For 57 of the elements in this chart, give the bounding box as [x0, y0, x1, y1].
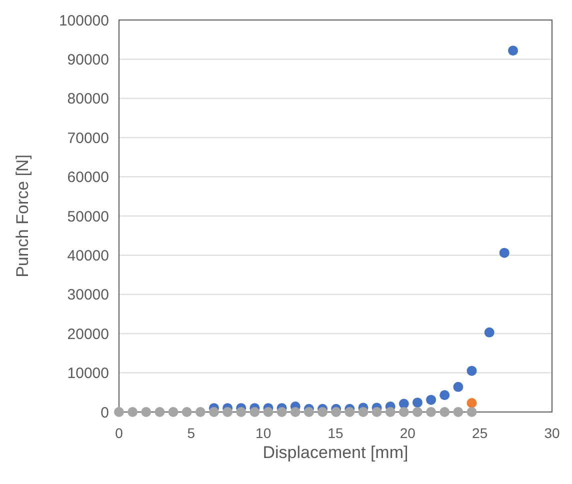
- point: [398, 407, 409, 417]
- x-tick-label: 10: [256, 425, 272, 441]
- point: [508, 46, 518, 56]
- point: [128, 407, 138, 417]
- point: [466, 407, 477, 417]
- point: [276, 407, 287, 417]
- x-tick-label: 0: [115, 425, 124, 441]
- point: [236, 407, 246, 417]
- point: [398, 398, 409, 409]
- point: [466, 366, 477, 376]
- point: [358, 407, 368, 417]
- point: [331, 407, 342, 417]
- point: [440, 390, 450, 400]
- y-tick-label: 90000: [67, 51, 109, 68]
- y-tick-label: 50000: [67, 208, 109, 226]
- point: [195, 407, 206, 417]
- point: [304, 407, 314, 417]
- point: [412, 398, 422, 408]
- x-tick-label: 15: [328, 425, 344, 441]
- point: [344, 407, 355, 417]
- point: [426, 394, 436, 405]
- y-tick-label: 70000: [67, 130, 109, 147]
- point: [466, 398, 477, 408]
- point: [318, 407, 328, 417]
- x-axis-title: Displacement [mm]: [262, 443, 408, 462]
- x-tick-label: 20: [400, 425, 416, 441]
- y-tick-label: 40000: [67, 247, 109, 264]
- point: [250, 407, 260, 417]
- x-tick-label: 25: [472, 425, 488, 441]
- point: [154, 407, 165, 417]
- point: [440, 407, 450, 417]
- point: [426, 407, 436, 417]
- point: [453, 407, 464, 417]
- y-tick-label: 20000: [67, 326, 109, 343]
- y-tick-label: 10000: [67, 365, 109, 382]
- point: [412, 407, 422, 417]
- point: [168, 407, 178, 417]
- y-tick-label: 0: [100, 404, 109, 422]
- y-tick-label: 80000: [67, 90, 109, 108]
- point: [114, 407, 124, 417]
- point: [208, 407, 219, 417]
- point: [141, 407, 152, 417]
- point: [182, 407, 192, 417]
- point: [453, 382, 464, 392]
- x-tick-label: 30: [544, 425, 560, 441]
- point: [372, 407, 382, 417]
- point: [484, 327, 494, 338]
- y-tick-label: 30000: [67, 286, 109, 304]
- y-axis-title: Punch Force [N]: [13, 154, 32, 278]
- point: [222, 407, 233, 417]
- point: [290, 407, 300, 417]
- point: [385, 407, 396, 417]
- point: [499, 248, 510, 258]
- point: [263, 407, 274, 417]
- y-tick-label: 100000: [58, 12, 109, 30]
- x-tick-label: 5: [187, 425, 196, 441]
- y-tick-label: 60000: [67, 169, 109, 186]
